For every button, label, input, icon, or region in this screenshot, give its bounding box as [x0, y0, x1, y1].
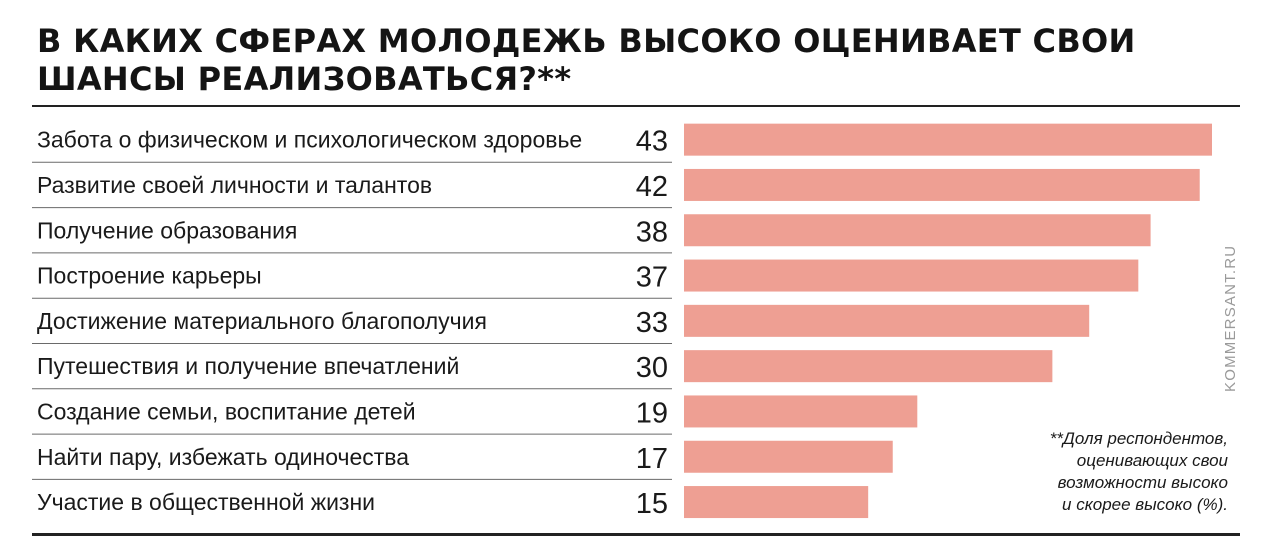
value-label: 43 [636, 126, 668, 158]
footnote: **Доля респондентов, оценивающих свои во… [1000, 428, 1228, 516]
category-label: Достижение материального благополучия [37, 308, 487, 334]
category-label: Получение образования [37, 217, 297, 243]
category-label: Найти пару, избежать одиночества [37, 444, 409, 470]
value-label: 17 [636, 443, 668, 475]
bottom-rule [32, 533, 1240, 536]
bar [684, 123, 1212, 156]
bar [684, 259, 1139, 292]
value-label: 19 [636, 397, 668, 429]
bar [684, 214, 1151, 247]
bar [684, 350, 1053, 383]
category-label: Участие в общественной жизни [37, 489, 375, 515]
value-label: 38 [636, 216, 668, 248]
footnote-line: и скорее высоко (%). [1062, 495, 1228, 514]
value-label: 37 [636, 262, 668, 294]
footnote-line: **Доля респондентов, [1049, 429, 1228, 448]
category-label: Построение карьеры [37, 263, 262, 289]
value-label: 42 [636, 171, 668, 203]
value-label: 15 [636, 488, 668, 520]
category-label: Путешествия и получение впечатлений [37, 353, 459, 379]
bar [684, 486, 869, 519]
category-label: Забота о физическом и психологическом зд… [37, 127, 582, 153]
chart-title: В КАКИХ СФЕРАХ МОЛОДЕЖЬ ВЫСОКО ОЦЕНИВАЕТ… [37, 22, 1136, 98]
source-watermark: KOMMERSANT.RU [1222, 244, 1239, 392]
bar [684, 440, 893, 473]
bar [684, 168, 1200, 201]
value-label: 30 [636, 352, 668, 384]
bar [684, 304, 1090, 337]
category-label: Создание семьи, воспитание детей [37, 398, 416, 424]
footnote-line: возможности высоко [1057, 473, 1228, 492]
footnote-line: оценивающих свои [1076, 451, 1228, 470]
value-label: 33 [636, 307, 668, 339]
category-label: Развитие своей личности и талантов [37, 172, 432, 198]
bar [684, 395, 918, 428]
top-rule [32, 105, 1240, 107]
